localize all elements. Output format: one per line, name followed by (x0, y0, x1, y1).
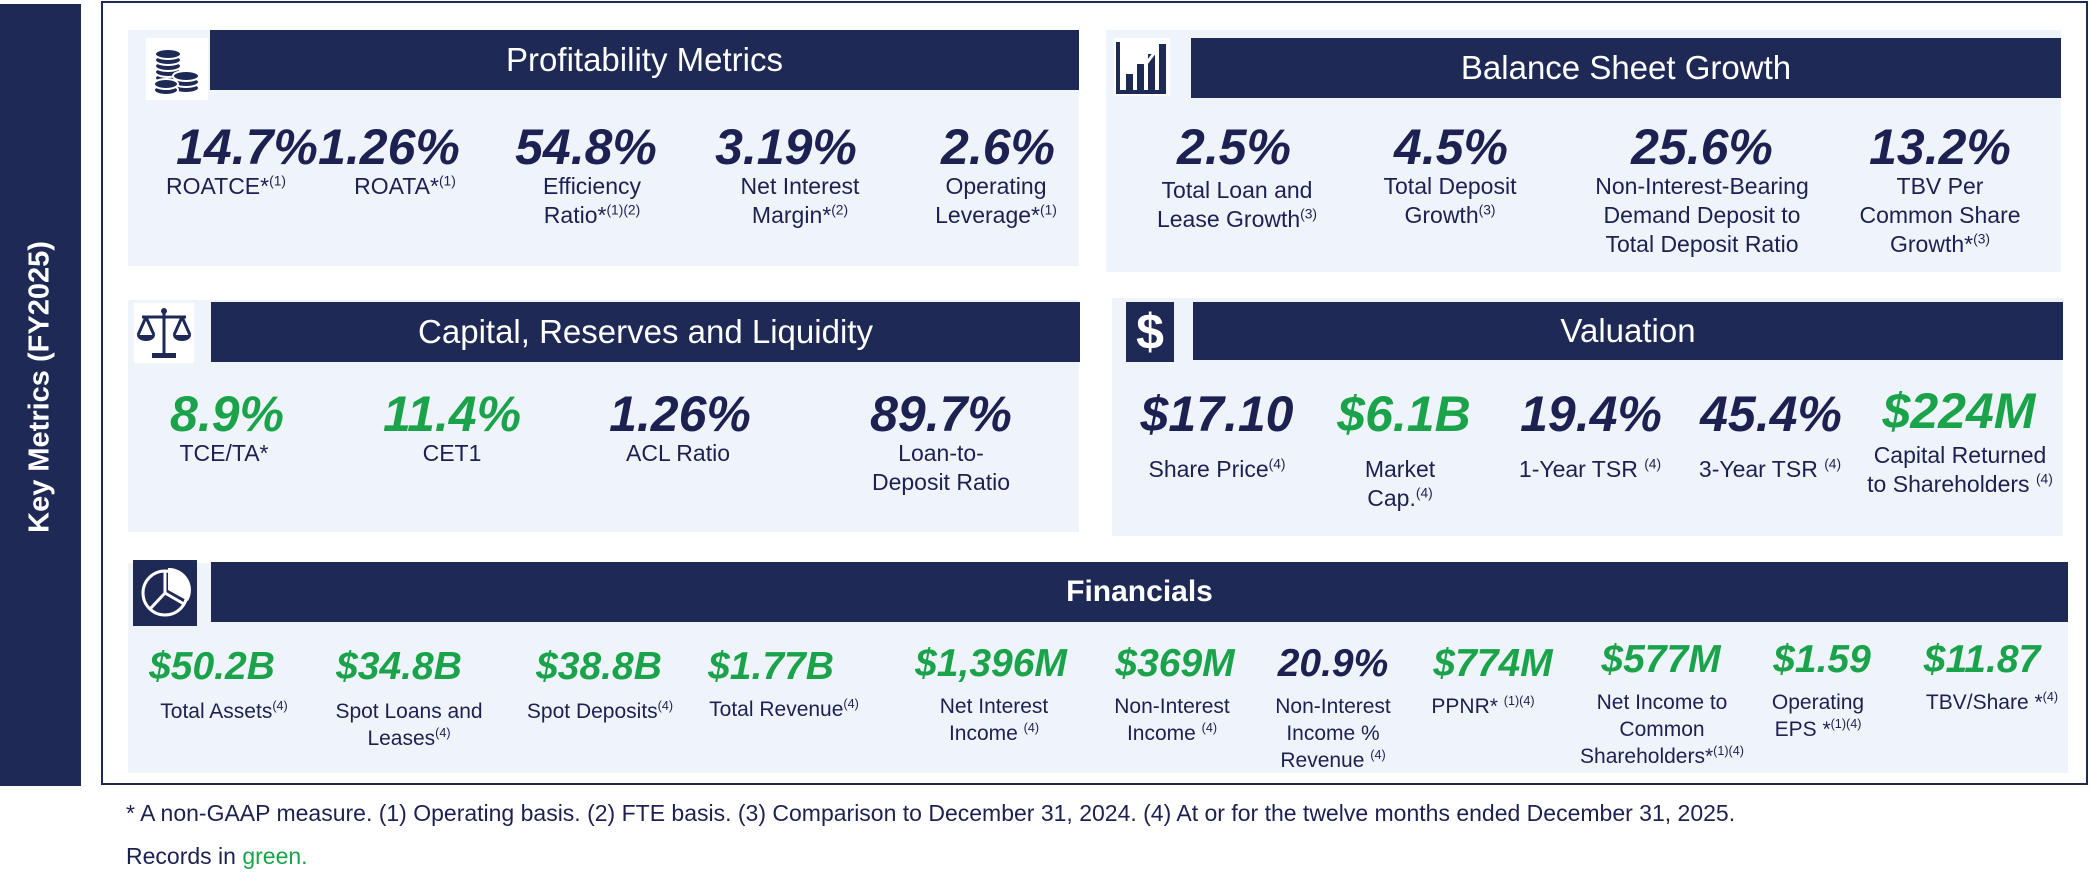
cet1-value: 11.4% (382, 386, 522, 442)
total-revenue-value: $1.77B (708, 645, 834, 688)
balance-header: Balance Sheet Growth (1191, 38, 2061, 98)
valuation-header: Valuation (1193, 302, 2063, 360)
loan-lease-growth-label: Total Loan and Lease Growth(3) (1156, 177, 1318, 232)
spot-deposits-label: Spot Deposits(4) (526, 699, 674, 723)
bar-chart-icon (1114, 38, 1170, 96)
deposit-growth-label: Total Deposit Growth(3) (1383, 173, 1517, 228)
tce-ta-value: 8.9% (170, 386, 284, 442)
operating-eps-label: Operating EPS *(1)(4) (1771, 691, 1865, 741)
roatce-value: 14.7% (176, 119, 318, 175)
non-interest-pct-label: Non-Interest Income % Revenue (4) (1275, 695, 1391, 772)
total-assets-value: $50.2B (149, 645, 275, 688)
capital-returned-label: Capital Returned to Shareholders (4) (1867, 442, 2053, 497)
deposit-growth-value: 4.5% (1394, 119, 1508, 175)
financials-header: Financials (211, 562, 2068, 622)
net-income-value: $577M (1601, 638, 1721, 681)
market-cap-value: $6.1B (1337, 386, 1471, 442)
ppnr-label: PPNR* (1)(4) (1431, 694, 1535, 718)
spot-loans-label: Spot Loans and Leases(4) (335, 700, 483, 750)
operating-leverage-value: 2.6% (941, 119, 1055, 175)
market-cap-label: Market Cap.(4) (1364, 456, 1436, 511)
total-assets-label: Total Assets(4) (160, 699, 288, 723)
sidebar: Key Metrics (FY2025) (0, 4, 81, 786)
tbv-growth-label: TBV Per Common Share Growth*(3) (1859, 173, 2021, 257)
one-year-tsr-label: 1-Year TSR (4) (1518, 456, 1662, 482)
non-interest-income-value: $369M (1115, 642, 1235, 685)
acl-ratio-value: 1.26% (609, 386, 751, 442)
one-year-tsr-value: 19.4% (1520, 386, 1662, 442)
tbv-share-label: TBV/Share *(4) (1925, 690, 2059, 714)
tce-ta-label: TCE/TA* (179, 440, 269, 466)
loan-to-deposit-value: 89.7% (870, 386, 1012, 442)
metrics-frame (101, 1, 2088, 785)
coins-icon (146, 38, 208, 100)
roata-label: ROATA*(1) (354, 173, 456, 199)
net-interest-income-value: $1,396M (915, 642, 1067, 685)
acl-ratio-label: ACL Ratio (626, 440, 730, 466)
total-revenue-label: Total Revenue(4) (709, 697, 859, 721)
three-year-tsr-value: 45.4% (1700, 386, 1842, 442)
loan-to-deposit-label: Loan-to- Deposit Ratio (871, 440, 1011, 495)
records-note: Records in green. (126, 843, 308, 869)
tbv-share-value: $11.87 (1923, 638, 2041, 681)
footnote-text: * A non-GAAP measure. (1) Operating basi… (126, 800, 1736, 826)
spot-deposits-value: $38.8B (536, 645, 662, 688)
tbv-growth-value: 13.2% (1869, 119, 2011, 175)
capital-header: Capital, Reserves and Liquidity (211, 302, 1080, 362)
three-year-tsr-label: 3-Year TSR (4) (1698, 456, 1842, 482)
non-interest-income-label: Non-Interest Income (4) (1114, 695, 1230, 745)
operating-leverage-label: Operating Leverage*(1) (935, 173, 1057, 228)
net-interest-margin-label: Net Interest Margin*(2) (740, 173, 860, 228)
operating-eps-value: $1.59 (1773, 638, 1871, 681)
ppnr-value: $774M (1433, 642, 1553, 685)
loan-lease-growth-value: 2.5% (1177, 119, 1291, 175)
roatce-label: ROATCE*(1) (166, 173, 286, 199)
spot-loans-value: $34.8B (336, 645, 462, 688)
dollar-icon: $ (1126, 302, 1174, 362)
efficiency-ratio-value: 54.8% (515, 119, 657, 175)
share-price-value: $17.10 (1140, 386, 1294, 442)
capital-returned-value: $224M (1882, 383, 2036, 439)
share-price-label: Share Price(4) (1148, 456, 1286, 482)
nib-deposit-ratio-value: 25.6% (1631, 119, 1773, 175)
net-income-label: Net Income to Common Shareholders*(1)(4) (1580, 691, 1744, 768)
non-interest-pct-value: 20.9% (1277, 642, 1389, 685)
net-interest-margin-value: 3.19% (715, 119, 857, 175)
pie-chart-icon (133, 560, 197, 626)
cet1-label: CET1 (422, 440, 482, 466)
net-interest-income-label: Net Interest Income (4) (939, 695, 1049, 745)
nib-deposit-ratio-label: Non-Interest-Bearing Demand Deposit to T… (1595, 173, 1809, 257)
efficiency-ratio-label: Efficiency Ratio*(1)(2) (542, 173, 642, 228)
sidebar-title: Key Metrics (FY2025) (23, 241, 56, 533)
roata-value: 1.26% (318, 119, 460, 175)
profitability-header: Profitability Metrics (210, 30, 1079, 90)
scales-icon (134, 303, 194, 363)
